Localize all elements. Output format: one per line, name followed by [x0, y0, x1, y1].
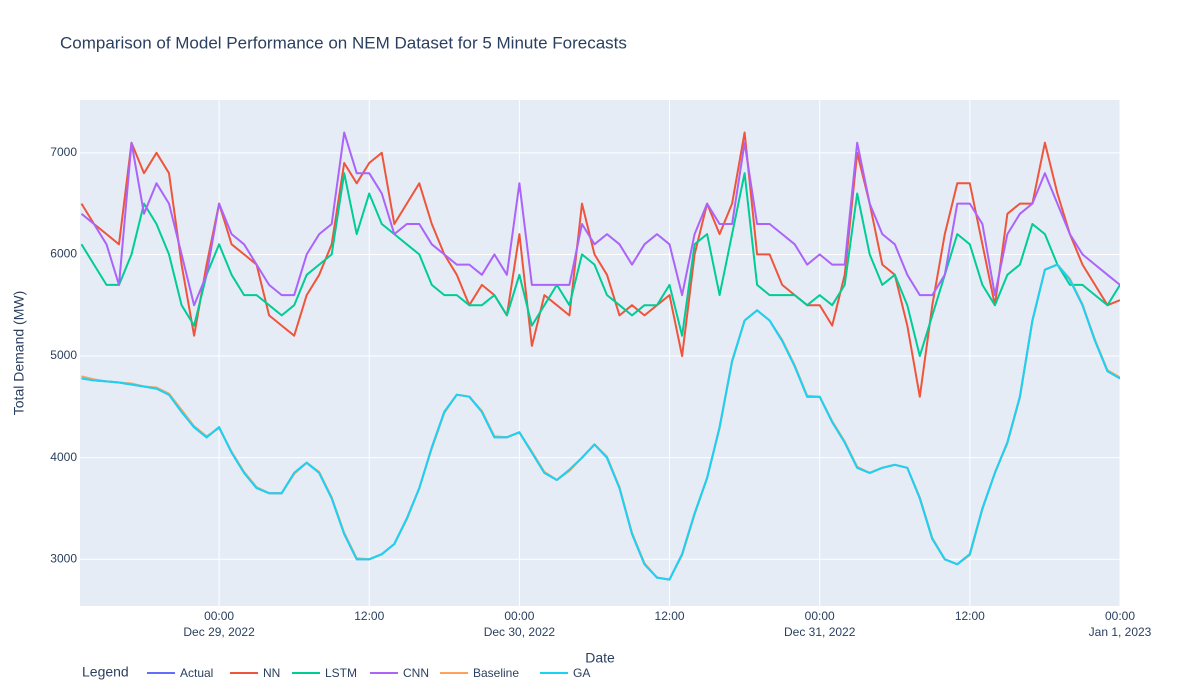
y-tick-label: 4000	[50, 450, 77, 464]
x-tick-date-label: Dec 29, 2022	[183, 625, 255, 639]
series-line	[80, 131, 1120, 307]
legend-label: GA	[573, 666, 590, 680]
labels: 3000 4000 5000 6000 7000 00:00 Dec 29, 2022 12:…	[50, 145, 1151, 639]
plot-area	[80, 100, 1120, 606]
x-tick-label: 12:00	[655, 609, 685, 623]
chart-title: Comparison of Model Performance on NEM D…	[60, 33, 627, 52]
x-tick-date-label: Dec 31, 2022	[784, 625, 856, 639]
x-tick-label: 00:00	[805, 609, 835, 623]
legend-label: CNN	[403, 666, 429, 680]
x-tick-date-label: Dec 30, 2022	[484, 625, 556, 639]
legend-label: LSTM	[325, 666, 357, 680]
x-tick-date-label: Jan 1, 2023	[1089, 625, 1152, 639]
y-tick-label: 3000	[50, 551, 77, 565]
legend-label: Actual	[180, 666, 213, 680]
legend-label: NN	[263, 666, 280, 680]
legend-label: Baseline	[473, 666, 519, 680]
lines	[80, 131, 1120, 581]
x-tick-label: 12:00	[955, 609, 985, 623]
legend-title: Legend	[82, 664, 129, 680]
series-line	[81, 263, 1120, 581]
legend: Actual NN LSTM CNN Baseline GA	[147, 666, 590, 680]
x-tick-label: 12:00	[354, 609, 384, 623]
x-axis-title: Date	[585, 650, 615, 666]
y-tick-label: 5000	[50, 348, 77, 362]
x-tick-label: 00:00	[1105, 609, 1135, 623]
y-axis-title: Total Demand (MW)	[11, 291, 27, 415]
y-tick-label: 7000	[50, 145, 77, 159]
y-tick-label: 6000	[50, 247, 77, 261]
x-tick-label: 00:00	[504, 609, 534, 623]
x-tick-label: 00:00	[204, 609, 234, 623]
